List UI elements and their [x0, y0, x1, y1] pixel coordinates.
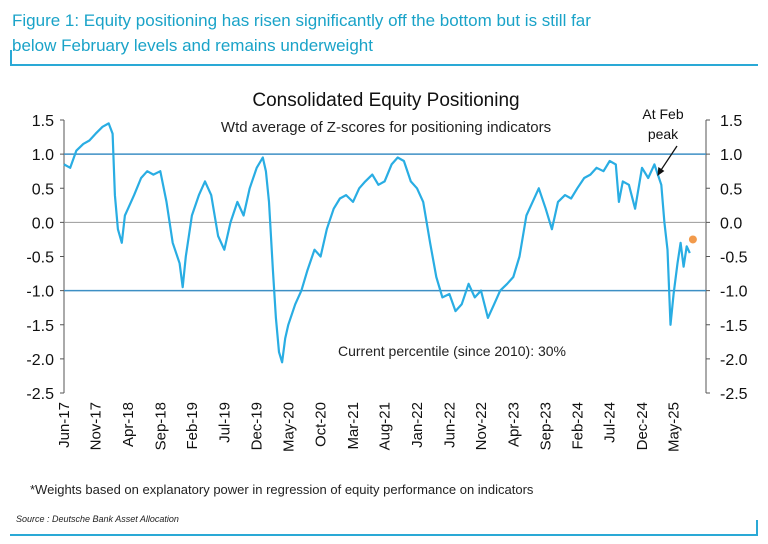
- figure-title-line-2: below February levels and remains underw…: [12, 36, 373, 55]
- title-rule-left-tick: [10, 50, 12, 66]
- source-note: Source : Deutsche Bank Asset Allocation: [16, 514, 179, 524]
- x-tick-label: Nov-22: [473, 402, 490, 450]
- x-tick-label: Jul-19: [216, 402, 233, 443]
- x-tick-label: May-25: [666, 402, 683, 452]
- figure-title: Figure 1: Equity positioning has risen s…: [12, 8, 752, 58]
- y-tick-label-left: 0.5: [32, 181, 54, 198]
- y-tick-label-right: -1.5: [720, 318, 748, 335]
- x-tick-label: May-20: [280, 402, 297, 452]
- x-tick-label: Jan-22: [409, 402, 426, 448]
- chart-marks-layer: [688, 235, 697, 244]
- x-tick-label: Nov-17: [88, 402, 105, 450]
- x-tick-label: Oct-20: [313, 402, 330, 447]
- y-tick-label-right: 1.0: [720, 147, 742, 164]
- x-tick-label: Apr-18: [120, 402, 137, 447]
- feb-peak-annotation: At Feb peak: [642, 106, 684, 177]
- y-tick-label-left: -1.0: [26, 284, 54, 301]
- feb-peak-arrow-head: [657, 167, 665, 177]
- x-tick-label: Aug-21: [377, 402, 394, 450]
- current-percentile-label: Current percentile (since 2010): 30%: [338, 343, 566, 359]
- feb-peak-label-line: At Feb: [642, 106, 683, 122]
- series-line: [63, 122, 691, 364]
- x-tick-label: Jun-17: [56, 402, 73, 448]
- chart-grid: 1.5 1.5 1.0 1.0 0.5 0.5 0.0 0.0 -0.5 -0.5 -1.0 -1.0…: [26, 113, 747, 452]
- x-tick-label: Dec-24: [634, 402, 651, 450]
- y-tick-label-left: -2.0: [26, 352, 54, 369]
- y-tick-label-left: -2.5: [26, 386, 54, 403]
- y-tick-label-right: 1.5: [720, 113, 742, 130]
- title-rule: [10, 64, 758, 66]
- chart-series-layer: [63, 122, 691, 364]
- x-tick-label: Sep-18: [152, 402, 169, 450]
- y-tick-label-right: -2.5: [720, 386, 748, 403]
- feb-peak-label-line: peak: [648, 126, 679, 142]
- x-tick-label: Jul-24: [602, 402, 619, 443]
- chart-subtitle: Wtd average of Z-scores for positioning …: [221, 119, 551, 136]
- y-tick-label-right: 0.0: [720, 215, 742, 232]
- y-tick-label-right: -1.0: [720, 284, 748, 301]
- bottom-rule: [10, 534, 758, 536]
- y-tick-label-right: -2.0: [720, 352, 748, 369]
- y-tick-label-left: 0.0: [32, 215, 54, 232]
- x-tick-label: Mar-21: [345, 402, 362, 450]
- y-tick-label-right: 0.5: [720, 181, 742, 198]
- y-tick-label-left: 1.0: [32, 147, 54, 164]
- y-tick-label-right: -0.5: [720, 250, 748, 267]
- y-tick-label-left: -1.5: [26, 318, 54, 335]
- x-tick-label: Apr-23: [505, 402, 522, 447]
- x-tick-label: Dec-19: [249, 402, 266, 450]
- x-tick-label: Feb-24: [569, 402, 586, 450]
- bottom-rule-right-tick: [756, 520, 758, 536]
- x-tick-label: Feb-19: [184, 402, 201, 450]
- chart-title: Consolidated Equity Positioning: [252, 90, 519, 111]
- x-tick-label: Jun-22: [441, 402, 458, 448]
- y-tick-label-left: -0.5: [26, 250, 54, 267]
- footnote: *Weights based on explanatory power in r…: [30, 482, 534, 497]
- y-tick-label-left: 1.5: [32, 113, 54, 130]
- x-tick-label: Sep-23: [538, 402, 555, 450]
- current-point-marker: [688, 235, 697, 244]
- figure-title-line-1: Figure 1: Equity positioning has risen s…: [12, 11, 591, 30]
